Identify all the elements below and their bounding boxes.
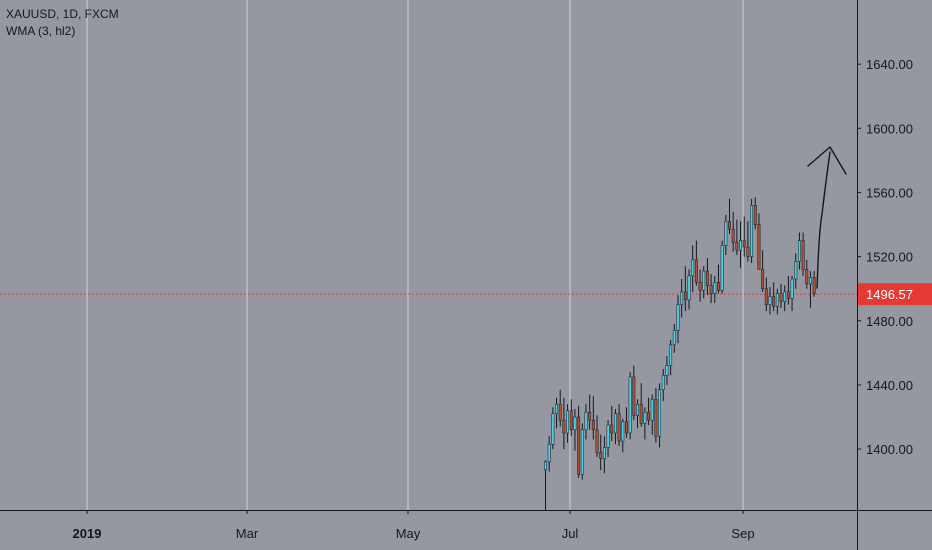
candle-down xyxy=(753,205,757,225)
candle-up xyxy=(724,221,728,246)
candle-up xyxy=(713,282,717,294)
candle-down xyxy=(757,224,761,270)
y-tick-label: 1640.00 xyxy=(866,57,913,72)
last-price-badge xyxy=(858,283,932,306)
candle-up xyxy=(661,375,665,390)
candle-up xyxy=(658,389,662,437)
candle-down xyxy=(731,229,735,243)
candle-up xyxy=(669,344,673,366)
candle-up xyxy=(691,259,695,277)
annotation xyxy=(807,146,847,289)
candle-down xyxy=(595,429,599,453)
candle-up xyxy=(809,277,812,285)
candle-down xyxy=(735,241,739,251)
candle-up xyxy=(680,291,684,305)
candle-up xyxy=(775,293,779,307)
candle-down xyxy=(591,419,595,431)
candle-down xyxy=(779,293,783,302)
candle-up xyxy=(665,365,669,376)
candle-up xyxy=(790,278,794,299)
candle-up xyxy=(739,240,742,251)
x-tick-label: May xyxy=(396,526,421,541)
candle-down xyxy=(632,376,636,416)
candle-up xyxy=(750,205,754,257)
candle-down xyxy=(761,269,765,289)
candle-down xyxy=(577,416,581,475)
candle-up xyxy=(797,240,801,262)
x-tick-label: Jul xyxy=(562,526,579,541)
x-tick-label: 2019 xyxy=(73,526,102,541)
indicator-label[interactable]: WMA (3, hl2) xyxy=(6,24,76,38)
candle-down xyxy=(569,410,573,431)
candle-down xyxy=(588,411,592,421)
y-tick-label: 1440.00 xyxy=(866,378,913,393)
candle-down xyxy=(610,424,614,434)
annotation-arrow-shaft[interactable] xyxy=(816,151,831,289)
candle-down xyxy=(801,240,805,270)
y-tick-label: 1600.00 xyxy=(866,121,913,136)
candle-up xyxy=(676,304,680,331)
candle-up xyxy=(687,275,691,301)
x-tick-label: Mar xyxy=(236,526,259,541)
candle-down xyxy=(805,269,809,285)
candle-up xyxy=(621,421,625,442)
candle-up xyxy=(547,443,551,463)
candle-down xyxy=(709,285,713,294)
candle-down xyxy=(764,288,768,305)
candle-down xyxy=(617,413,621,442)
candle-up xyxy=(544,461,547,471)
candle-down xyxy=(694,259,698,283)
annotation-arrow-head[interactable] xyxy=(807,146,847,175)
candle-down xyxy=(742,240,746,248)
candle-up xyxy=(551,413,555,445)
last-price-label: 1496.57 xyxy=(866,287,913,302)
candle-up xyxy=(584,411,588,431)
candle-down xyxy=(772,296,776,307)
candle-down xyxy=(746,246,750,257)
candle-up xyxy=(628,376,632,434)
candle-up xyxy=(650,399,654,421)
candle-up xyxy=(702,270,706,291)
candle-down xyxy=(683,291,687,301)
y-tick-label: 1520.00 xyxy=(866,250,913,265)
chart-legend: XAUUSD, 1D, FXCM WMA (3, hl2) xyxy=(6,6,119,40)
candles xyxy=(544,197,816,510)
candle-up xyxy=(768,296,772,305)
candle-up xyxy=(606,424,610,448)
candle-down xyxy=(599,452,603,459)
candle-up xyxy=(602,447,606,459)
candle-down xyxy=(639,403,643,424)
candle-up xyxy=(643,411,647,424)
symbol-title[interactable]: XAUUSD, 1D, FXCM xyxy=(6,7,119,21)
candle-down xyxy=(717,282,720,291)
candle-down xyxy=(728,221,731,230)
candle-up xyxy=(555,403,558,415)
candle-down xyxy=(705,270,709,286)
x-tick-label: Sep xyxy=(731,526,754,541)
y-tick-label: 1400.00 xyxy=(866,442,913,457)
candle-up xyxy=(672,330,676,346)
candle-up xyxy=(783,291,787,302)
candle-up xyxy=(720,245,724,291)
candle-up xyxy=(794,261,798,280)
candle-up xyxy=(580,429,584,475)
candle-down xyxy=(654,399,658,437)
candle-down xyxy=(698,282,702,291)
candle-up xyxy=(636,403,639,416)
candle-up xyxy=(613,413,617,434)
candle-down xyxy=(786,291,790,299)
candle-up xyxy=(566,410,570,434)
candle-up xyxy=(573,416,577,431)
candle-down xyxy=(558,403,562,421)
candle-down xyxy=(647,411,650,421)
candle-down xyxy=(625,421,628,434)
y-tick-label: 1480.00 xyxy=(866,314,913,329)
candle-down xyxy=(812,277,816,294)
candle-down xyxy=(562,419,566,434)
y-tick-label: 1560.00 xyxy=(866,185,913,200)
